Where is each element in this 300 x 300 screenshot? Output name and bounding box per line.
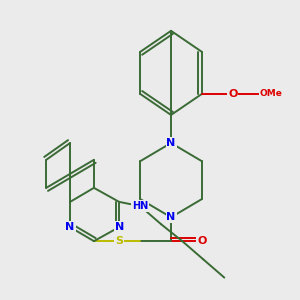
Text: O: O [228, 89, 237, 99]
Text: N: N [65, 222, 75, 232]
Text: S: S [115, 236, 123, 246]
Text: N: N [115, 222, 124, 232]
Text: O: O [197, 236, 207, 246]
Text: N: N [167, 138, 176, 148]
Text: HN: HN [132, 201, 148, 211]
Text: N: N [167, 212, 176, 222]
Text: OMe: OMe [260, 89, 282, 98]
